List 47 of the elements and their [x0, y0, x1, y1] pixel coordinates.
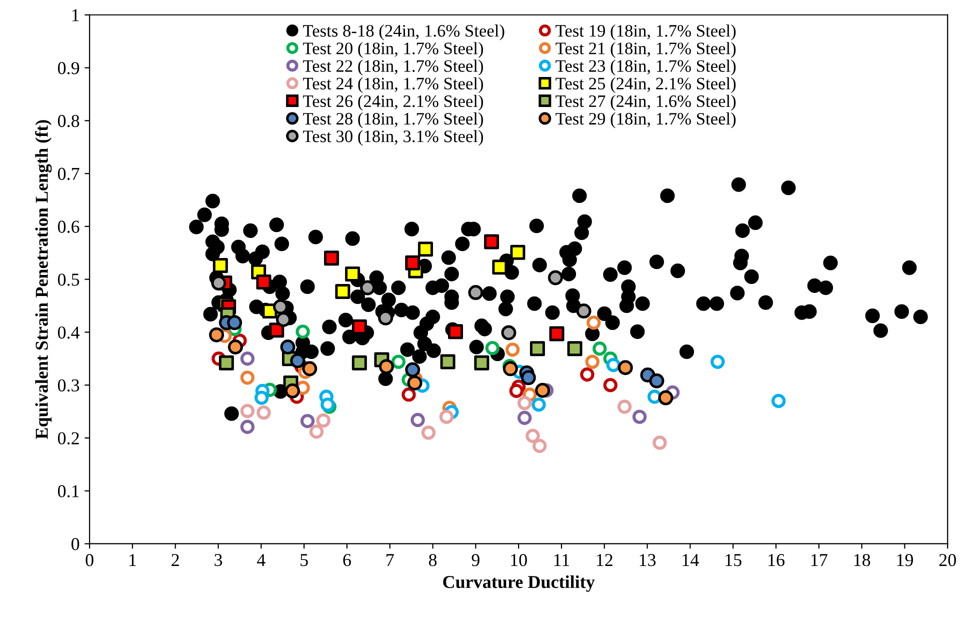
x-tick-label: 10 [511, 554, 527, 566]
y-tick-label: 1 [72, 9, 79, 22]
y-tick-label: 0.2 [58, 432, 79, 444]
x-axis-title: Curvature Ductility [443, 575, 595, 592]
x-tick-label: 12 [596, 554, 612, 566]
x-tick-label: 9 [472, 554, 480, 566]
y-tick-label: 0.9 [58, 62, 80, 74]
y-tick-label: 0 [71, 538, 80, 550]
y-tick-label: 0.1 [58, 485, 79, 498]
legend-label: Test 25 (24in, 2.1% Steel) [556, 77, 736, 93]
x-tick-label: 2 [172, 554, 179, 566]
x-tick-label: 11 [554, 554, 570, 566]
legend-label: Test 22 (18in, 1.7% Steel) [303, 60, 483, 76]
y-tick-label: 0.8 [58, 114, 80, 128]
x-tick-label: 15 [726, 554, 742, 566]
x-tick-label: 8 [428, 554, 437, 566]
x-tick-label: 13 [640, 554, 656, 566]
x-tick-label: 19 [897, 554, 913, 566]
legend-label: Tests 8-18 (24in, 1.6% Steel) [303, 24, 504, 40]
legend-label: Test 23 (18in, 1.7% Steel) [556, 60, 736, 76]
legend-label: Test 20 (18in, 1.7% Steel) [303, 42, 483, 58]
legend-label: Test 29 (18in, 1.7% Steel) [556, 112, 736, 128]
x-tick-label: 0 [86, 554, 94, 566]
x-tick-label: 1 [130, 554, 136, 566]
x-tick-label: 18 [854, 554, 870, 566]
y-tick-label: 0.7 [58, 168, 80, 180]
legend-label: Test 21 (18in, 1.7% Steel) [556, 42, 736, 58]
x-tick-label: 17 [811, 554, 828, 566]
legend-label: Test 19 (18in, 1.7% Steel) [556, 24, 736, 40]
y-tick-label: 0.6 [58, 220, 80, 233]
legend-label: Test 27 (24in, 1.6% Steel) [556, 94, 736, 111]
legend-label: Test 28 (18in, 1.7% Steel) [303, 112, 483, 128]
x-tick-label: 7 [386, 554, 394, 566]
legend-label: Test 24 (18in, 1.7% Steel) [303, 77, 483, 93]
y-tick-label: 0.3 [58, 379, 80, 392]
y-tick-label: 0.4 [58, 326, 80, 339]
legend-label: Test 30 (18in, 3.1% Steel) [303, 130, 483, 146]
y-tick-label: 0.5 [58, 274, 80, 286]
x-tick-label: 20 [939, 554, 956, 566]
x-tick-label: 16 [768, 554, 784, 566]
x-tick-label: 6 [343, 554, 351, 566]
x-tick-label: 5 [300, 554, 308, 566]
legend-label: Test 26 (24in, 2.1% Steel) [303, 94, 483, 111]
x-tick-label: 3 [214, 554, 222, 566]
x-tick-label: 14 [682, 554, 699, 566]
x-tick-label: 4 [257, 554, 266, 566]
y-axis-title: Equivalent Strain Penetration Length (ft) [35, 120, 52, 439]
